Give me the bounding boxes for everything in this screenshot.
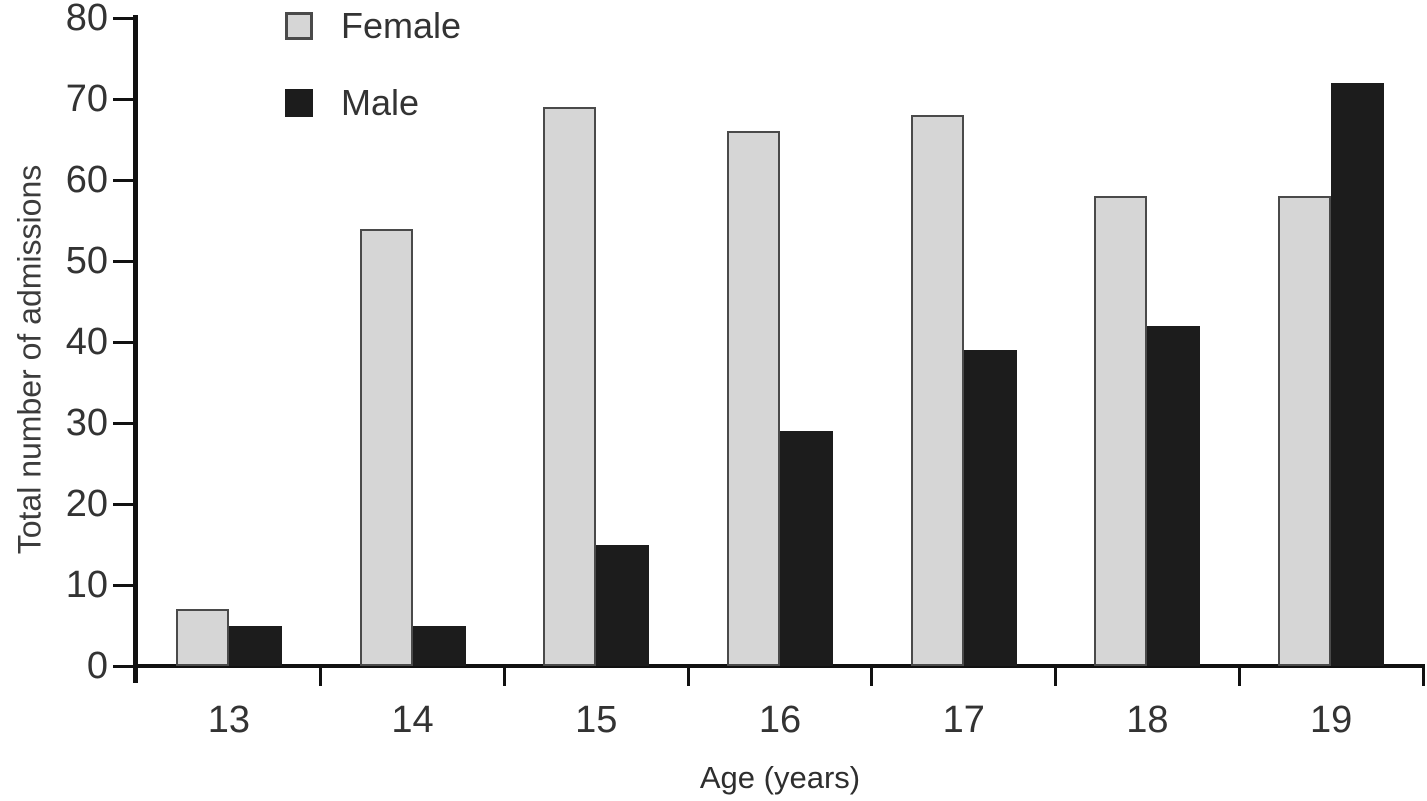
x-category-label-14: 14	[391, 699, 434, 741]
bar-female-age-13	[175, 609, 229, 666]
bar-male-age-16	[780, 431, 833, 666]
x-category-label-18: 18	[1126, 699, 1169, 741]
male-swatch-icon	[285, 89, 313, 117]
bar-male-age-17	[963, 350, 1017, 666]
legend-label-female: Female	[341, 5, 462, 46]
y-tick-label-30: 30	[65, 402, 108, 444]
bar-female-age-15	[543, 107, 597, 666]
x-category-label-15: 15	[575, 699, 618, 741]
y-tick-50	[113, 259, 137, 263]
x-tick-2	[502, 666, 506, 686]
x-category-label-19: 19	[1310, 699, 1353, 741]
bar-male-age-18	[1147, 325, 1201, 666]
y-tick-label-20: 20	[65, 483, 108, 525]
y-tick-70	[113, 97, 137, 101]
y-tick-label-70: 70	[65, 78, 108, 120]
y-tick-40	[113, 340, 137, 344]
legend-item-male: Male	[285, 82, 461, 123]
bar-female-age-18	[1094, 196, 1148, 666]
y-tick-label-10: 10	[65, 564, 108, 606]
bar-female-age-14	[359, 228, 413, 666]
bar-male-age-15	[596, 544, 650, 666]
bar-male-age-13	[228, 625, 282, 666]
x-tick-1	[319, 666, 323, 686]
legend-item-female: Female	[285, 5, 462, 46]
bar-female-age-19	[1278, 196, 1332, 666]
y-axis-line	[133, 15, 138, 683]
bar-male-age-19	[1331, 82, 1385, 666]
y-tick-30	[113, 421, 137, 425]
x-axis-line	[137, 664, 1425, 668]
x-category-label-16: 16	[758, 699, 802, 741]
x-tick-5	[1054, 666, 1058, 686]
bar-male-age-14	[412, 625, 466, 666]
x-axis-title: Age (years)	[699, 760, 861, 795]
x-tick-3	[686, 666, 690, 686]
x-category-label-13: 13	[207, 699, 250, 741]
legend-label-male: Male	[341, 82, 420, 123]
y-tick-label-80: 80	[65, 0, 108, 39]
x-tick-6	[1237, 666, 1241, 686]
x-tick-7	[1421, 666, 1425, 686]
y-tick-20	[113, 502, 137, 506]
y-tick-60	[113, 178, 137, 182]
y-tick-0	[113, 664, 137, 668]
y-tick-label-40: 40	[65, 321, 108, 363]
bar-female-age-16	[727, 131, 780, 666]
legend: Female Male	[285, 5, 462, 164]
x-tick-4	[870, 666, 874, 686]
y-tick-10	[113, 583, 137, 587]
x-category-label-17: 17	[942, 699, 985, 741]
female-swatch-icon	[285, 12, 313, 40]
y-tick-80	[113, 16, 137, 20]
y-tick-label-50: 50	[65, 240, 108, 282]
y-tick-label-60: 60	[65, 159, 108, 201]
y-tick-label-0: 0	[86, 645, 108, 687]
bar-female-age-17	[910, 115, 964, 666]
